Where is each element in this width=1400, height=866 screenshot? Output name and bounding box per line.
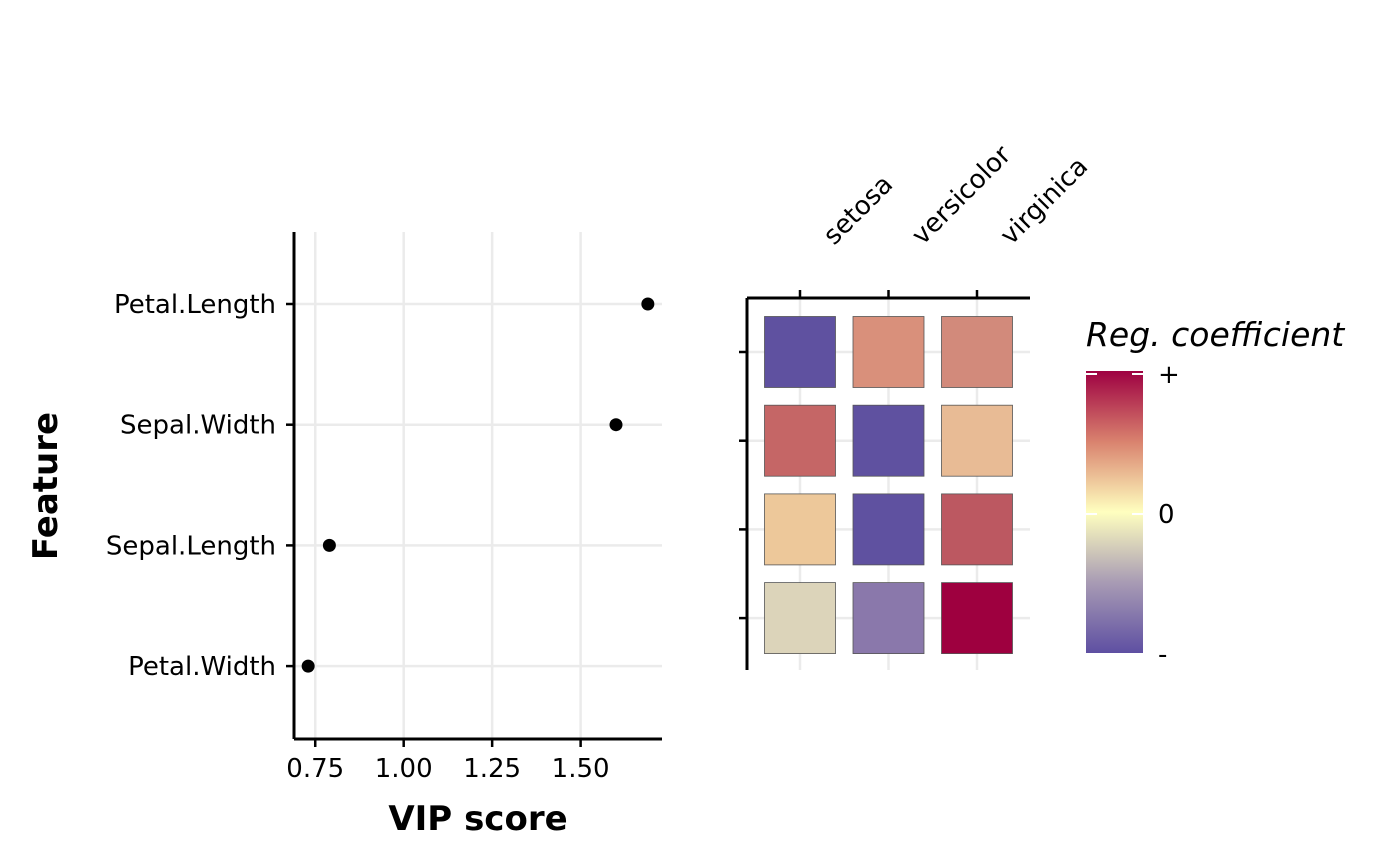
vip-y-tick-label: Sepal.Width [120, 411, 276, 441]
legend-tick-label: + [1158, 360, 1180, 390]
legend-ticks: +0 - [1086, 360, 1180, 670]
heatmap-cell [852, 582, 925, 654]
heatmap-cell [764, 493, 836, 566]
heatmap-cell [764, 582, 836, 654]
vip-x-tick-label: 1.00 [375, 754, 433, 784]
heatmap-cell [852, 404, 925, 477]
vip-x-axis-title: VIP score [388, 799, 567, 839]
vip-x-tick-label: 1.25 [463, 754, 521, 784]
heatmap-cell [941, 493, 1013, 566]
vip-points [301, 297, 655, 673]
heatmap-cell [941, 582, 1013, 654]
heatmap-cells [764, 316, 1013, 654]
vip-point [609, 418, 623, 432]
heatmap-cell [941, 316, 1013, 388]
heatmap-cell [852, 316, 925, 388]
vip-x-tick-label: 0.75 [286, 754, 344, 784]
vip-y-tick-label: Petal.Width [128, 652, 276, 682]
legend-tick-label: 0 [1158, 500, 1175, 530]
legend-tick-label: - [1158, 640, 1167, 670]
heatmap-ticks [739, 290, 979, 620]
vip-score-panel: 0.75 1.00 1.25 1.50 Petal.Length Sepal.Width S… [26, 232, 662, 839]
vip-point [322, 538, 336, 552]
heatmap-column-label: setosa [818, 170, 899, 251]
vip-point [301, 659, 315, 673]
vip-point [641, 297, 655, 311]
vip-y-tick-label: Sepal.Length [106, 531, 276, 561]
vip-ticks: 0.75 1.00 1.25 1.50 Petal.Length Sepal.Width S… [106, 290, 610, 784]
legend-colorbar [1086, 371, 1143, 653]
legend-title: Reg. coefficient [1086, 315, 1345, 354]
heatmap-cell [852, 493, 925, 566]
vip-x-tick-label: 1.50 [552, 754, 610, 784]
vip-grid [294, 232, 662, 739]
heatmap-cell [764, 316, 836, 388]
heatmap-cell [764, 404, 836, 477]
vip-y-axis-title: Feature [26, 412, 66, 560]
coefficient-legend: Reg. coefficient +0 - [1086, 315, 1345, 670]
vip-y-tick-label: Petal.Length [114, 290, 276, 320]
heatmap-cell [941, 404, 1013, 477]
